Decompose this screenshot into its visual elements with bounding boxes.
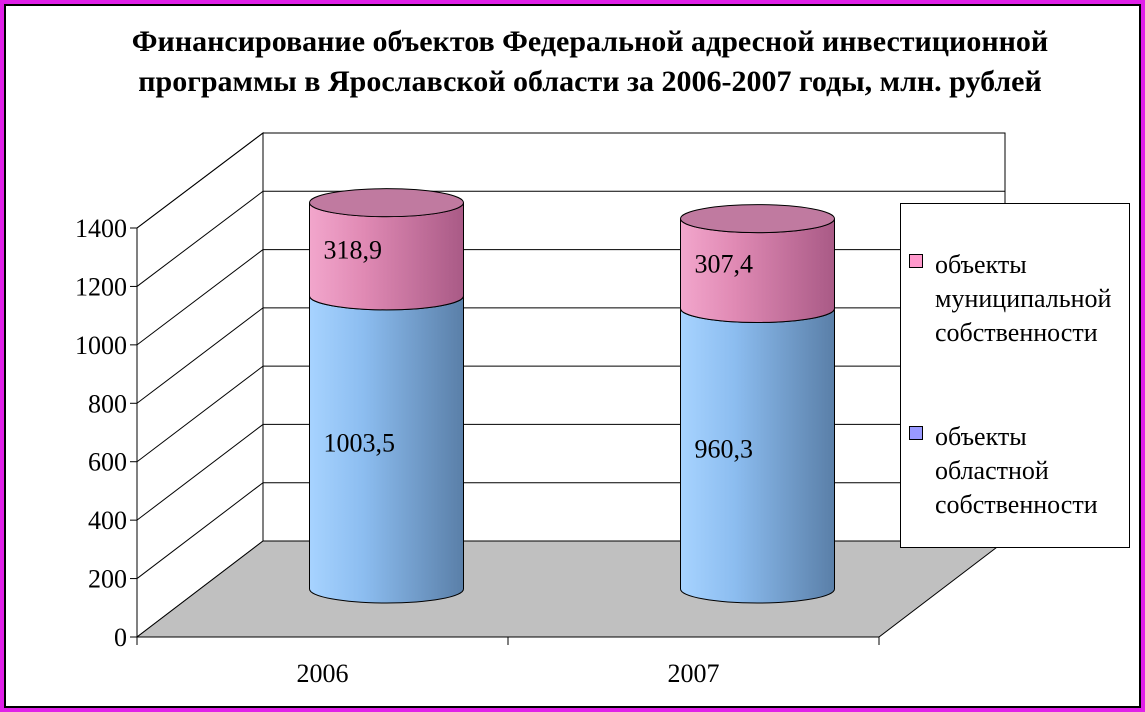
- data-labels: 1003,5 318,9 960,3 307,4: [324, 235, 754, 463]
- floor: [135, 540, 1007, 638]
- bars: [309, 188, 835, 604]
- chart-title: Финансирование объектов Федеральной адре…: [131, 25, 1049, 98]
- data-label: 960,3: [695, 435, 754, 464]
- y-tick-label: 600: [88, 448, 127, 477]
- x-tick-label: 2006: [297, 659, 349, 688]
- bar-top: [309, 188, 464, 218]
- gridline-side: [136, 365, 264, 463]
- axes: 0 200 400 600 800 1000 1200 1400 2006 2007: [75, 214, 880, 688]
- y-tick-label: 400: [88, 506, 127, 535]
- legend-swatch-regional: [909, 426, 923, 440]
- bar-top: [680, 204, 835, 234]
- gridline-side: [136, 307, 264, 404]
- y-tick-label: 1400: [75, 214, 127, 243]
- legend-label-regional: объекты областной собственности: [935, 422, 1098, 519]
- y-tick-label: 800: [88, 389, 127, 418]
- y-tick-label: 200: [88, 565, 127, 594]
- data-label: 318,9: [324, 235, 383, 264]
- y-tick-label: 1000: [75, 331, 127, 360]
- gridline-side: [136, 424, 264, 521]
- y-tick-label: 1200: [75, 272, 127, 301]
- y-tick-label: 0: [114, 623, 127, 652]
- data-label: 1003,5: [324, 428, 396, 457]
- gridline-side: [136, 482, 264, 579]
- legend-swatch-municipal: [909, 254, 923, 268]
- gridline-side: [136, 132, 264, 229]
- data-label: 307,4: [695, 250, 754, 279]
- x-tick-label: 2007: [668, 659, 720, 688]
- plot-area: [135, 131, 1007, 639]
- legend: объекты муниципальной собственности объе…: [900, 203, 1130, 548]
- legend-label-municipal: объекты муниципальной собственности: [935, 250, 1112, 347]
- gridline-side: [136, 190, 264, 287]
- gridline-side: [136, 249, 264, 346]
